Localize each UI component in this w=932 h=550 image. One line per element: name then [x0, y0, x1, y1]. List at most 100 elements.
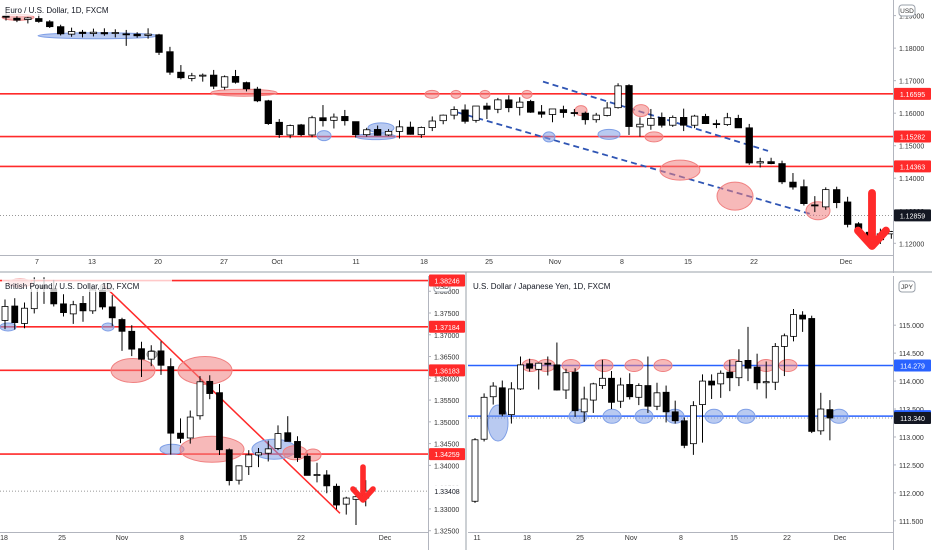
level-price-tag	[429, 364, 465, 377]
candle	[138, 341, 145, 378]
candle-body	[669, 117, 677, 126]
candle	[617, 377, 624, 408]
candle-body	[363, 129, 371, 136]
candle-body	[11, 305, 19, 323]
candle-body	[735, 361, 743, 379]
x-tick-label: Dec	[834, 535, 847, 542]
candle-body	[167, 366, 175, 434]
candle-body	[723, 117, 732, 125]
candle-body	[571, 371, 579, 412]
candle	[342, 496, 350, 515]
candle	[323, 470, 331, 494]
level-price-tag	[894, 87, 931, 100]
candle	[297, 123, 305, 137]
candle	[144, 28, 152, 39]
candle-body	[771, 346, 779, 383]
candle	[608, 371, 615, 410]
candle-body	[483, 105, 491, 110]
candle	[363, 127, 371, 137]
candle	[494, 97, 502, 114]
candle	[308, 115, 316, 138]
candle	[833, 186, 841, 209]
reaction-ellipse	[450, 89, 462, 99]
candle	[471, 438, 479, 503]
candle-body	[60, 303, 67, 313]
y-tick-label: 1.35000	[434, 420, 459, 427]
candle	[417, 126, 425, 138]
candle-body	[196, 381, 204, 417]
x-tick-label: 15	[730, 535, 738, 542]
candle-body	[24, 17, 32, 20]
chart-pane-gbpusd[interactable]: 1.38000 1.37500 1.37000 1.36500 1.36000 1.355…	[0, 274, 465, 550]
candle	[128, 325, 136, 357]
reaction-ellipse	[479, 89, 491, 99]
candle	[635, 383, 643, 406]
candle-body	[553, 364, 561, 391]
candle-body	[489, 385, 497, 398]
reaction-ellipse	[704, 408, 724, 424]
candle-body	[635, 385, 643, 398]
candle	[264, 440, 272, 462]
candle	[264, 99, 272, 125]
candle	[177, 418, 184, 444]
candle	[231, 69, 240, 84]
candle-body	[450, 109, 458, 116]
candle	[580, 386, 588, 422]
candle	[745, 123, 753, 165]
candle-body	[480, 396, 488, 440]
candle	[808, 315, 816, 434]
level-price-label: 1.16595	[900, 92, 925, 99]
candle-body	[138, 348, 145, 360]
candle	[734, 114, 742, 129]
plot-area-gbpusd	[0, 277, 428, 526]
level-price-tag	[894, 359, 931, 372]
x-tick-label: 8	[679, 535, 683, 542]
candle	[225, 448, 233, 486]
candle-body	[537, 111, 546, 115]
candle-body	[89, 31, 98, 34]
candle-body	[680, 117, 688, 126]
chart-pane-eurusd[interactable]: 1.19000 1.18000 1.17000 1.16000 1.15000 1.140…	[0, 0, 932, 273]
x-tick-label: 18	[0, 535, 8, 542]
y-tick-label: 1.16000	[899, 111, 924, 118]
candle	[553, 342, 561, 391]
candle-body	[186, 416, 194, 439]
candle	[671, 400, 679, 424]
candle	[199, 73, 207, 82]
candle	[647, 108, 655, 130]
last-price-label: 113.340	[900, 416, 925, 423]
candle-body	[789, 181, 797, 188]
candle	[439, 114, 447, 125]
candle-body	[245, 454, 253, 468]
reaction-ellipse	[716, 181, 754, 211]
candle-body	[69, 304, 77, 315]
candle	[778, 160, 786, 185]
candle	[255, 447, 262, 468]
candle-body	[199, 74, 207, 77]
chart-title: U.S. Dollar / Japanese Yen, 1D, FXCM	[473, 282, 611, 291]
candle-body	[712, 123, 721, 125]
candle	[118, 317, 126, 351]
candle	[701, 113, 710, 124]
level-price-label: 1.36183	[434, 368, 459, 375]
candle	[245, 450, 253, 475]
candle-body	[341, 116, 349, 122]
candle-body	[264, 100, 272, 124]
candle-body	[274, 433, 282, 449]
candle	[636, 117, 644, 137]
candle	[507, 382, 515, 424]
x-tick-label: Dec	[379, 535, 392, 542]
level-price-tag	[894, 160, 931, 173]
chart-pane-usdjpy[interactable]: 115.000114.500114.000113.500113.000112.5…	[468, 276, 931, 550]
candle	[581, 111, 589, 125]
reaction-ellipse	[177, 355, 233, 385]
candle	[46, 20, 54, 28]
candle-body	[617, 384, 624, 402]
candle-body	[417, 127, 425, 136]
x-tick-label: Nov	[116, 535, 129, 542]
reaction-ellipse	[634, 408, 654, 424]
candle	[489, 382, 497, 405]
candle-body	[614, 85, 622, 109]
candle	[526, 358, 533, 372]
